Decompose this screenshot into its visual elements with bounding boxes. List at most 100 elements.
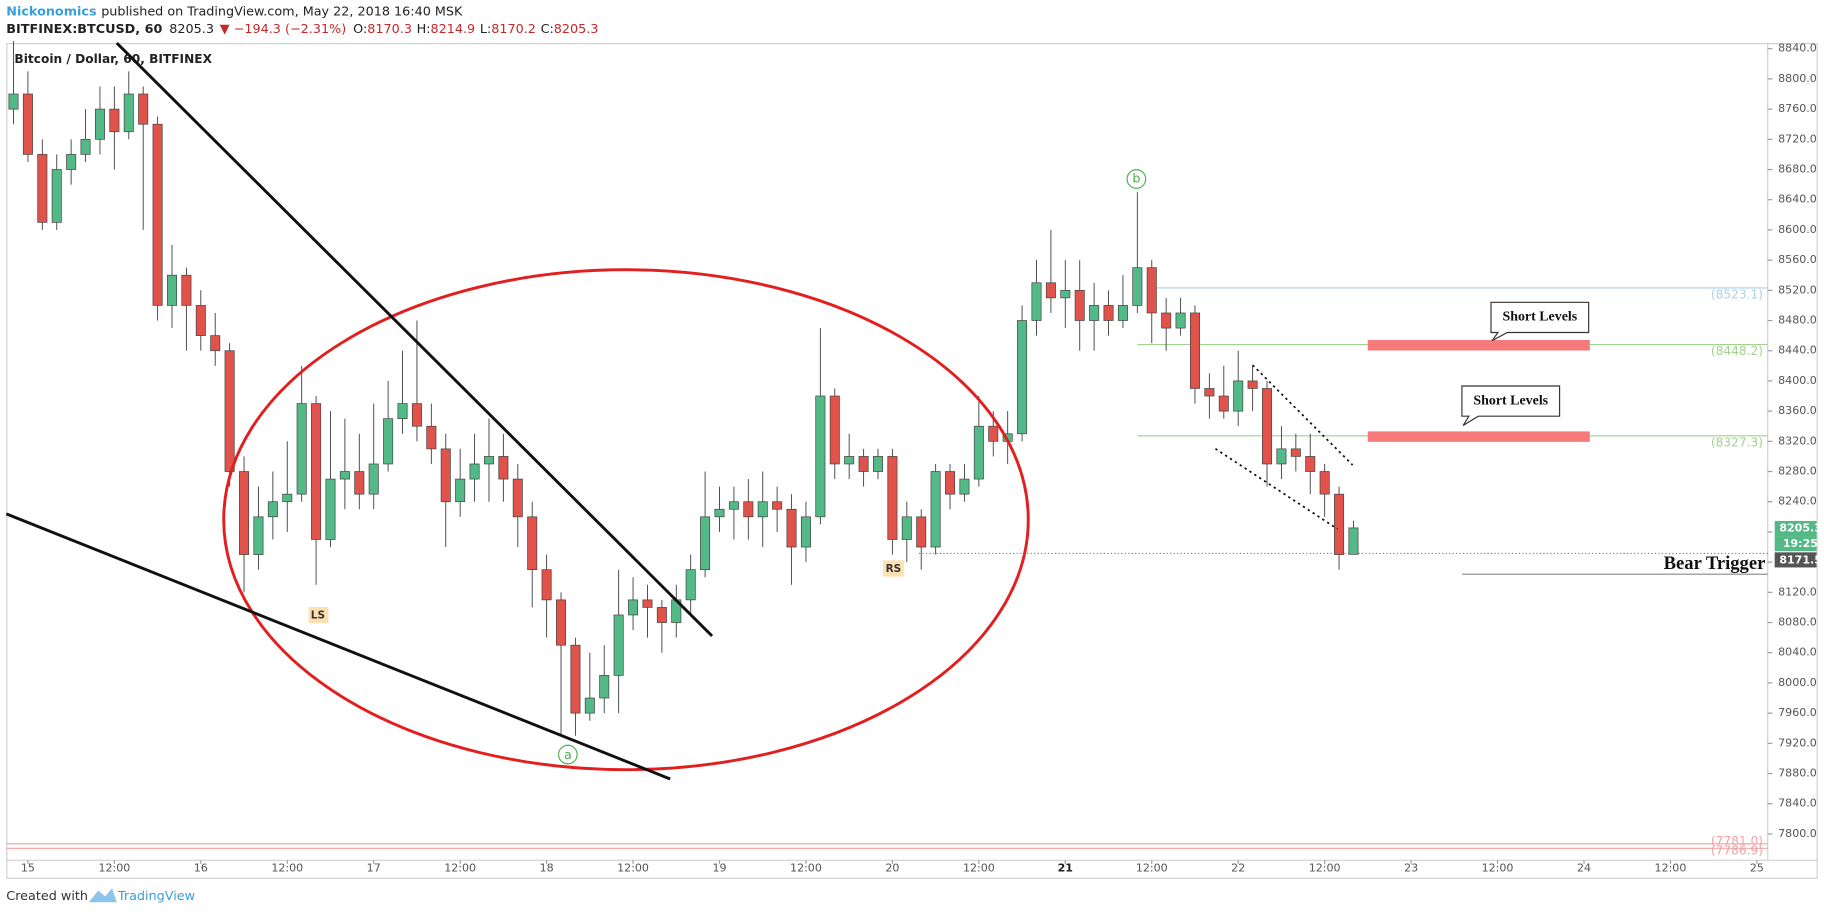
trigger-tag-label: 8171.5 xyxy=(1779,553,1822,566)
candle-body xyxy=(844,456,855,465)
candle-body xyxy=(368,463,379,495)
y-tick-label: 8320.0 xyxy=(1778,434,1817,447)
candle-body xyxy=(714,508,725,518)
x-tick-label: 23 xyxy=(1404,861,1418,874)
countdown-label: 19:25 xyxy=(1783,537,1818,550)
candle-body xyxy=(541,569,552,601)
x-tick-label: 12:00 xyxy=(1655,861,1687,874)
candle-body xyxy=(195,305,206,336)
x-tick-label: 21 xyxy=(1058,861,1073,874)
candle-body xyxy=(527,516,538,571)
candle-body xyxy=(166,274,177,306)
x-tick-label: 16 xyxy=(194,861,208,874)
candle-body xyxy=(1103,305,1114,321)
candle-body xyxy=(1262,388,1273,465)
candle-body xyxy=(628,599,639,616)
candle-body xyxy=(1146,267,1157,314)
candle-body xyxy=(51,169,62,223)
candle-body xyxy=(786,508,797,548)
candle-body xyxy=(916,516,927,548)
price-tag xyxy=(1774,520,1817,537)
candle-body xyxy=(584,697,595,714)
channel-line xyxy=(1214,448,1339,530)
x-tick-label: 19 xyxy=(712,861,726,874)
price-tag-label: 8205.3 xyxy=(1779,522,1822,535)
candle-body xyxy=(512,478,523,518)
wave-a: a xyxy=(564,748,572,763)
candle-body xyxy=(829,395,840,465)
candle-body xyxy=(1117,305,1128,321)
candle-body xyxy=(469,463,480,480)
label-box xyxy=(308,606,329,624)
candle-body xyxy=(397,403,408,420)
candle-body xyxy=(901,516,912,540)
x-tick-label: 12:00 xyxy=(1482,861,1514,874)
plot: Bitcoin / Dollar, 60, BITFINEX 7800.0 7840… xyxy=(6,41,1822,874)
candle-body xyxy=(282,493,293,503)
x-tick-label: 15 xyxy=(21,861,35,874)
x-tick-label: 20 xyxy=(885,861,899,874)
trigger-tag xyxy=(1774,552,1817,568)
candle-body xyxy=(210,335,221,352)
candle-body xyxy=(772,501,783,510)
candle-body xyxy=(1132,267,1143,306)
candle-body xyxy=(1348,527,1359,555)
candle-body xyxy=(123,93,134,133)
candle-body xyxy=(599,675,610,699)
ellipse xyxy=(222,268,1030,772)
candle-body xyxy=(1060,289,1071,299)
ohlc-value: 8205.3 xyxy=(554,22,599,37)
candle-body xyxy=(426,425,437,450)
candle-body xyxy=(354,471,365,495)
candle-body xyxy=(613,614,624,676)
label-box xyxy=(882,560,904,577)
y-tick-label: 8560.0 xyxy=(1778,253,1817,266)
candle-body xyxy=(887,456,898,540)
candle-body xyxy=(570,644,581,714)
channel-line xyxy=(1252,364,1354,466)
y-tick-label: 7920.0 xyxy=(1778,736,1817,749)
x-tick-label: 24 xyxy=(1577,861,1591,874)
callout xyxy=(1461,385,1561,427)
level-label: (7786.9) xyxy=(1711,843,1763,857)
candle-body xyxy=(1305,456,1316,472)
candle-body xyxy=(815,395,826,518)
ohlc-value: 8170.3 xyxy=(367,22,412,37)
candle-body xyxy=(325,478,336,540)
ohlc-key: O: xyxy=(353,22,367,37)
candle-body xyxy=(1089,305,1100,321)
x-tick-label: 12:00 xyxy=(98,861,130,874)
candle-body xyxy=(685,569,696,601)
y-tick-label: 7800.0 xyxy=(1778,827,1817,840)
candle-body xyxy=(1189,312,1200,389)
y-tick-label: 7840.0 xyxy=(1778,797,1817,810)
callout xyxy=(1490,301,1590,342)
candle-body xyxy=(700,516,711,571)
bear-trigger-label: Bear Trigger xyxy=(1664,553,1766,574)
candle-body xyxy=(757,501,768,518)
y-tick-label: 8640.0 xyxy=(1778,193,1817,206)
wave-circle xyxy=(1126,169,1147,189)
wave-b: b xyxy=(1132,172,1140,187)
candle-body xyxy=(1276,448,1287,465)
candle-body xyxy=(743,501,754,518)
candle-body xyxy=(498,456,509,480)
y-tick-label: 7880.0 xyxy=(1778,767,1817,780)
author[interactable]: Nickonomics xyxy=(6,4,96,19)
candle-body xyxy=(296,403,307,495)
y-tick-label: 8040.0 xyxy=(1778,646,1817,659)
level-label: (8523.1) xyxy=(1711,287,1763,301)
candle-body xyxy=(872,456,883,472)
y-tick-label: 8000.0 xyxy=(1778,676,1817,689)
candle-body xyxy=(800,516,811,548)
short-zone xyxy=(1367,340,1590,351)
trendline xyxy=(5,512,671,781)
level-label: (8327.3) xyxy=(1711,435,1763,449)
candle-body xyxy=(858,456,869,472)
candle-body xyxy=(483,456,494,465)
candle-body xyxy=(1290,448,1301,457)
footer-brand[interactable]: TradingView xyxy=(117,889,195,904)
x-tick-label: 12:00 xyxy=(790,861,822,874)
candle-body xyxy=(945,471,956,495)
